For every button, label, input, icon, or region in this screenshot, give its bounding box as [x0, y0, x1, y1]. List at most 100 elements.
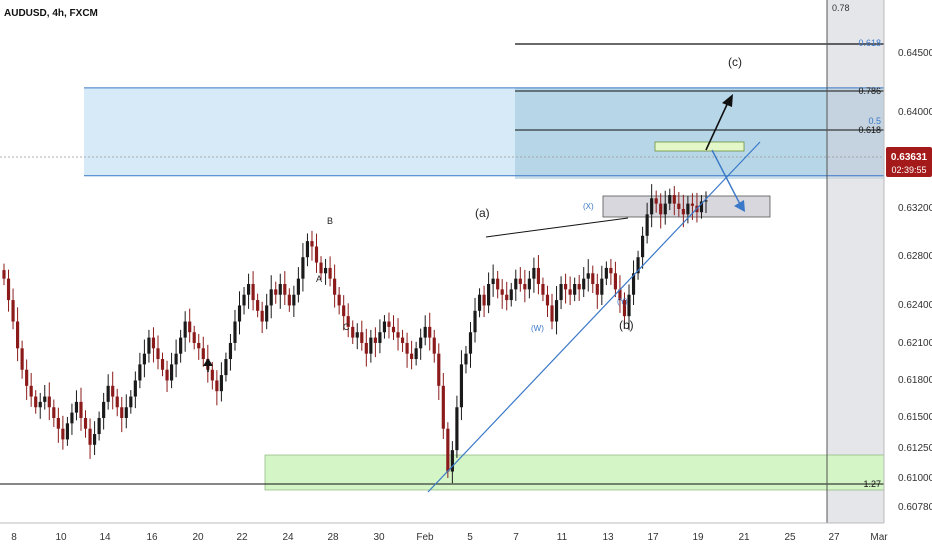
candle-body: [468, 332, 473, 354]
candle-body: [16, 321, 20, 349]
candle-body: [265, 305, 269, 322]
candle-body: [410, 353, 414, 360]
candle-body: [233, 321, 237, 343]
candle-body: [224, 359, 228, 376]
candle-body: [491, 278, 495, 285]
wave-label-C: C: [343, 322, 350, 332]
candle-body: [111, 385, 115, 397]
candle-body: [595, 284, 599, 295]
candle-body: [310, 241, 314, 247]
candle-body: [577, 284, 581, 290]
x-tick-label: 21: [738, 532, 750, 543]
y-tick-label: 0.60780: [898, 502, 932, 513]
candle-body: [6, 278, 11, 301]
candle-body: [419, 337, 423, 349]
fib-label-mid: 0.5: [868, 116, 881, 126]
candle-body: [102, 401, 106, 418]
x-tick-label: 17: [647, 532, 659, 543]
candle-body: [622, 300, 627, 317]
candle-body: [151, 337, 156, 349]
wave-label-a: (a): [475, 206, 490, 220]
wave-label-X: (X): [583, 202, 594, 211]
candle-body: [346, 316, 350, 327]
y-tick-label: 0.62800: [898, 251, 932, 262]
candle-body: [274, 289, 278, 295]
candle-body: [364, 342, 368, 354]
candle-body: [518, 278, 522, 285]
candle-body: [613, 273, 618, 290]
candle-body: [70, 412, 74, 424]
zones-layer: [84, 0, 885, 523]
candle-body: [641, 235, 645, 258]
x-tick-label: 16: [146, 532, 158, 543]
candle-body: [586, 273, 590, 279]
candle-body: [627, 294, 631, 317]
x-tick-label: 24: [282, 532, 294, 543]
candle-body: [428, 326, 432, 338]
candle-body: [532, 267, 536, 279]
target-zone: [515, 87, 884, 179]
x-tick-label: 7: [513, 532, 519, 543]
candle-body: [43, 396, 47, 402]
candle-body: [179, 337, 183, 354]
candle-body: [464, 353, 468, 365]
candle-body: [645, 214, 649, 236]
candle-body: [246, 284, 251, 295]
candle-body: [192, 332, 196, 343]
candle-body: [686, 203, 690, 215]
arrow-down-head: [734, 200, 745, 212]
candle-body: [423, 326, 427, 338]
y-tick-label: 0.63200: [898, 203, 932, 214]
candle-body: [29, 385, 33, 397]
y-tick-label: 0.62400: [898, 300, 932, 311]
candle-body: [414, 348, 418, 360]
candle-body: [11, 300, 15, 322]
candle-body: [450, 450, 454, 472]
candle-body: [609, 267, 613, 274]
candle-body: [79, 401, 83, 418]
candle-body: [305, 241, 310, 258]
candle-body: [242, 294, 246, 306]
blue-trendline: [427, 141, 761, 493]
future-shade: [827, 0, 884, 523]
fib-label-upper: 0.618: [858, 38, 881, 48]
candle-body: [120, 407, 124, 418]
candle-body: [355, 332, 359, 338]
y-tick-label: 0.61000: [898, 473, 932, 484]
price-tag-countdown: 02:39:55: [891, 165, 926, 175]
candle-body: [455, 407, 459, 451]
candle-body: [142, 353, 146, 365]
black-trendline: [485, 217, 629, 238]
drawings-layer: [0, 0, 884, 523]
candle-body: [269, 289, 273, 306]
candle-body: [342, 305, 346, 317]
candle-body: [38, 401, 42, 408]
candle-body: [183, 321, 187, 338]
candle-body: [97, 417, 101, 435]
candle-body: [437, 353, 441, 386]
candle-body: [373, 337, 377, 343]
candle-body: [387, 321, 391, 327]
candle-body: [604, 267, 608, 279]
y-tick-label: 0.64000: [898, 107, 932, 118]
candle-body: [681, 208, 685, 215]
candle-body: [432, 337, 436, 354]
candle-body: [396, 332, 400, 338]
candle-body: [405, 342, 409, 354]
candle-body: [292, 294, 296, 306]
labels-layer: ABC(a)(b)(c)(W)(X)(Y)0.6180.50.7860.6181…: [4, 3, 881, 489]
candle-body: [283, 284, 287, 295]
candle-body: [237, 305, 242, 322]
x-tick-label: 30: [373, 532, 385, 543]
candle-body: [219, 375, 223, 392]
candle-body: [301, 257, 305, 279]
candle-body: [659, 203, 663, 215]
candle-body: [459, 364, 464, 408]
candle-body: [328, 267, 332, 279]
candle-body: [473, 310, 477, 333]
candle-body: [124, 407, 128, 418]
candle-body: [251, 284, 255, 301]
candle-body: [256, 300, 260, 311]
